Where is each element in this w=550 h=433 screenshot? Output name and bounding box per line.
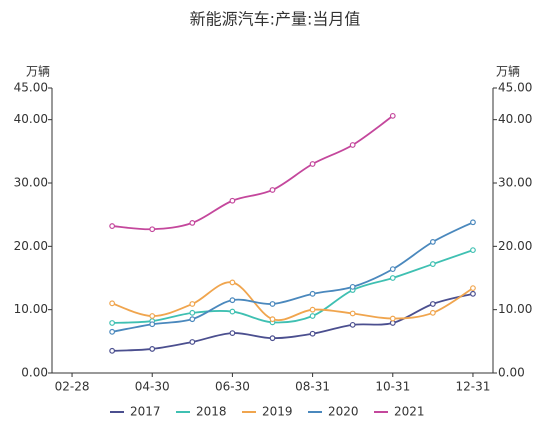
point (470, 247, 476, 254)
chart-title: 新能源汽车:产量:当月值 (190, 10, 361, 29)
legend-label: 2018 (196, 405, 227, 419)
point (429, 301, 436, 307)
point (389, 315, 396, 322)
point (309, 330, 316, 337)
point (189, 316, 196, 323)
x-tick-label: 06-30 (215, 380, 250, 394)
y-tick-label: 0.00 (21, 366, 48, 380)
x-tick-label: 08-31 (295, 380, 330, 394)
y-tick-label: 40.00 (14, 112, 48, 126)
y2-tick-label: 0.00 (498, 366, 525, 380)
y-tick-label: 45.00 (14, 81, 48, 95)
point (470, 285, 476, 292)
point (269, 335, 276, 342)
legend-label: 2020 (328, 405, 359, 419)
y-tick-label: 20.00 (14, 239, 48, 253)
point (189, 339, 196, 345)
point (349, 142, 356, 148)
series-line (112, 292, 474, 352)
point (389, 266, 396, 273)
y2-tick-label: 10.00 (498, 302, 532, 316)
x-tick-label: 12-31 (456, 380, 491, 394)
point (389, 275, 396, 281)
legend-label: 2017 (130, 405, 161, 419)
legend-label: 2019 (262, 405, 293, 419)
point (149, 313, 156, 319)
y2-tick-label: 45.00 (498, 81, 532, 95)
y2-tick-label: 30.00 (498, 176, 532, 190)
y2-tick-label: 20.00 (498, 239, 532, 253)
point (229, 297, 236, 304)
x-tick-label: 10-31 (375, 380, 410, 394)
point (109, 328, 116, 335)
point (309, 313, 316, 319)
point (189, 219, 196, 226)
point (149, 321, 156, 328)
point (189, 309, 196, 316)
point (429, 238, 436, 245)
y-tick-label: 10.00 (14, 302, 48, 316)
x-tick-label: 04-30 (135, 380, 170, 394)
y2-tick-label: 40.00 (498, 112, 532, 126)
point (269, 187, 276, 193)
legend-label: 2021 (394, 405, 425, 419)
point (109, 347, 116, 354)
x-tick-label: 02-28 (55, 380, 90, 394)
point (429, 261, 436, 267)
point (349, 310, 356, 317)
point (149, 226, 156, 233)
point (229, 308, 236, 315)
point (349, 283, 356, 290)
point (109, 320, 116, 326)
point (470, 290, 476, 297)
series-line (112, 249, 474, 324)
point (309, 290, 316, 297)
point (429, 309, 436, 316)
point (109, 300, 116, 307)
y2-axis-label: 万辆 (496, 65, 520, 79)
series-line (112, 115, 394, 231)
point (349, 321, 356, 328)
series-line (111, 281, 474, 321)
point (269, 316, 276, 323)
point (389, 112, 396, 119)
point (149, 346, 156, 352)
y-tick-label: 30.00 (14, 176, 48, 190)
series-line (111, 221, 474, 333)
point (470, 219, 476, 226)
point (309, 306, 316, 313)
y-axis-label: 万辆 (26, 65, 50, 79)
point (309, 161, 316, 167)
point (229, 197, 236, 204)
point (269, 301, 276, 307)
point (229, 279, 236, 286)
point (189, 301, 196, 307)
point (229, 330, 236, 337)
point (109, 223, 116, 229)
